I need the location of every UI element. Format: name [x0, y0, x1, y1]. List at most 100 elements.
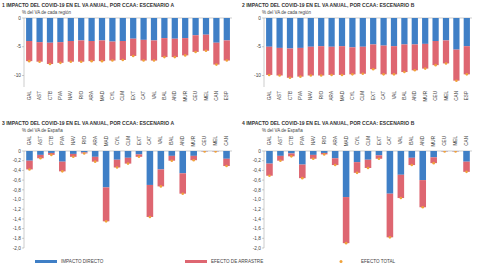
- bar: [287, 18, 293, 48]
- category-label: CAN: [224, 136, 229, 146]
- category-label: MAD: [100, 90, 105, 101]
- panel: 2 IMPACTO DEL COVID-19 EN EL VA ANUAL, P…: [242, 2, 472, 101]
- point: [105, 220, 108, 223]
- tick-label: 0: [18, 16, 21, 21]
- bar: [48, 151, 55, 153]
- category-label: NAV: [68, 90, 73, 100]
- point: [310, 74, 313, 77]
- tick-label: 0: [258, 16, 261, 21]
- bar: [130, 39, 136, 56]
- category-label: MUR: [183, 90, 188, 101]
- point: [181, 192, 184, 195]
- point: [268, 174, 271, 177]
- zero-line: [264, 18, 472, 19]
- point: [362, 72, 365, 75]
- point: [101, 60, 104, 63]
- panel: 3 IMPACTO DEL COVID-19 EN EL VA ANUAL, P…: [2, 120, 232, 251]
- point: [289, 77, 292, 80]
- category-label: EXT: [371, 91, 376, 100]
- bar: [349, 47, 355, 74]
- category-label: BAL: [162, 91, 167, 100]
- category-label: RIO: [82, 136, 87, 145]
- tick-label: -5: [257, 44, 262, 49]
- category-label: GAL: [267, 136, 272, 146]
- bar: [430, 151, 437, 157]
- point: [323, 153, 326, 156]
- bar: [266, 47, 272, 75]
- category-label: VAL: [158, 136, 163, 145]
- bar: [125, 151, 132, 158]
- category-label: CAN: [464, 136, 469, 146]
- bar: [99, 18, 105, 40]
- bar: [203, 35, 209, 51]
- point: [38, 60, 41, 63]
- category-label: RIO: [79, 91, 84, 100]
- bar: [59, 162, 66, 172]
- bar: [78, 40, 84, 61]
- bar: [387, 151, 394, 194]
- point: [372, 68, 375, 71]
- point: [61, 170, 64, 173]
- category-label: ARA: [93, 135, 98, 145]
- category-label: MEL: [213, 136, 218, 146]
- tick-label: -10: [14, 73, 21, 78]
- tick-mark: [262, 209, 264, 210]
- point: [59, 62, 62, 65]
- tick-label: -1,8: [13, 236, 22, 241]
- bar: [419, 151, 426, 180]
- tick-mark: [22, 209, 24, 210]
- point: [50, 154, 53, 157]
- point: [320, 74, 323, 77]
- point: [465, 171, 468, 174]
- tick-mark: [22, 151, 24, 152]
- point: [378, 157, 381, 160]
- bar: [332, 151, 339, 158]
- tick-label: -1,8: [253, 236, 262, 241]
- figure: 1 IMPACTO DEL COVID-19 EN EL VA ANUAL, P…: [0, 0, 480, 270]
- bar: [120, 41, 126, 60]
- tick-label: -0,6: [13, 178, 22, 183]
- category-label: CTB: [48, 91, 53, 100]
- point: [454, 151, 457, 153]
- bar: [266, 164, 273, 176]
- bar: [192, 18, 198, 35]
- bar: [172, 18, 178, 39]
- bar: [70, 151, 77, 154]
- category-label: BAL: [402, 91, 407, 100]
- bar: [310, 151, 317, 155]
- category-label: CAN: [214, 91, 219, 101]
- tick-mark: [262, 199, 264, 200]
- bar: [78, 18, 84, 40]
- category-label: MEL: [444, 91, 449, 101]
- bar: [412, 44, 418, 70]
- tick-label: -0,6: [253, 178, 262, 183]
- point: [39, 157, 42, 160]
- bar: [401, 18, 407, 44]
- tick-label: -0,8: [253, 188, 262, 193]
- tick-label: -1,6: [253, 226, 262, 231]
- bar: [57, 18, 63, 42]
- category-label: CLM: [360, 91, 365, 101]
- category-label: VAL: [152, 91, 157, 100]
- category-label: BAL: [409, 136, 414, 145]
- category-label: CAT: [141, 91, 146, 100]
- bar: [422, 44, 428, 69]
- point: [205, 49, 208, 52]
- point: [403, 71, 406, 74]
- tick-label: -0,4: [13, 168, 22, 173]
- bar: [169, 151, 176, 156]
- bar: [276, 48, 282, 76]
- bar: [179, 173, 186, 193]
- category-label: AND: [420, 135, 425, 145]
- bar: [277, 151, 284, 156]
- bar: [158, 169, 165, 186]
- category-label: CEU: [442, 136, 447, 146]
- bar: [88, 18, 94, 41]
- tick-mark: [22, 180, 24, 181]
- category-label: CTB: [288, 91, 293, 100]
- bar: [339, 46, 345, 75]
- bar: [288, 151, 295, 153]
- bar: [422, 18, 428, 44]
- bar: [391, 18, 397, 46]
- bar: [419, 180, 426, 207]
